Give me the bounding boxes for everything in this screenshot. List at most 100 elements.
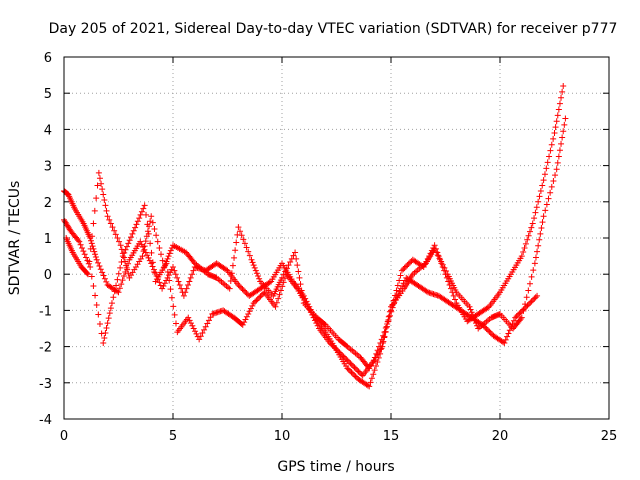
data-point xyxy=(386,312,393,319)
data-point xyxy=(239,286,246,293)
data-point xyxy=(97,266,104,273)
data-point xyxy=(541,171,548,178)
data-point xyxy=(332,345,339,352)
data-point xyxy=(389,304,396,311)
data-point xyxy=(252,298,259,305)
data-point xyxy=(133,221,140,228)
data-point xyxy=(121,249,128,256)
data-point xyxy=(253,297,260,304)
data-point xyxy=(257,293,264,300)
data-point xyxy=(297,281,304,288)
data-point xyxy=(236,283,243,290)
data-point xyxy=(329,342,336,349)
data-point xyxy=(252,267,259,274)
data-point xyxy=(313,320,320,327)
data-point xyxy=(266,279,273,286)
data-point xyxy=(166,250,173,257)
data-point xyxy=(504,333,511,340)
data-point xyxy=(377,339,384,346)
data-point xyxy=(381,329,388,336)
data-point xyxy=(147,218,154,225)
data-point xyxy=(531,295,538,302)
data-point xyxy=(149,219,156,226)
y-tick-label: 2 xyxy=(44,196,52,211)
data-point xyxy=(502,336,509,343)
data-point xyxy=(431,245,438,252)
data-point xyxy=(559,134,566,141)
data-point xyxy=(560,128,567,135)
data-point xyxy=(273,299,280,306)
data-point xyxy=(154,238,161,245)
data-point xyxy=(104,320,111,327)
x-tick-label: 25 xyxy=(601,429,618,444)
x-tick-label: 15 xyxy=(383,429,400,444)
data-point xyxy=(344,357,351,364)
data-point xyxy=(537,230,544,237)
data-point xyxy=(247,305,254,312)
data-point xyxy=(555,153,562,160)
data-point xyxy=(525,287,532,294)
x-tick-label: 0 xyxy=(60,429,68,444)
data-point xyxy=(89,233,96,240)
data-point xyxy=(231,254,238,261)
data-point xyxy=(84,270,91,277)
data-point xyxy=(544,159,551,166)
x-tick-label: 10 xyxy=(274,429,291,444)
data-point xyxy=(144,252,151,259)
data-point xyxy=(307,309,314,316)
data-point xyxy=(78,244,85,251)
y-tick-label: 0 xyxy=(44,268,52,283)
data-point xyxy=(108,300,115,307)
data-point xyxy=(525,301,532,308)
data-point xyxy=(199,330,206,337)
data-point xyxy=(531,260,538,267)
y-tick-label: 3 xyxy=(44,160,52,175)
data-point xyxy=(90,282,97,289)
data-point xyxy=(543,165,550,172)
data-point xyxy=(351,372,358,379)
data-point xyxy=(335,348,342,355)
data-point xyxy=(487,330,494,337)
data-point xyxy=(110,294,117,301)
data-point xyxy=(527,299,534,306)
data-point xyxy=(129,230,136,237)
data-point xyxy=(142,238,149,245)
data-point xyxy=(441,264,448,271)
data-point xyxy=(561,121,568,128)
data-point xyxy=(77,241,84,248)
data-point xyxy=(552,172,559,179)
data-point xyxy=(393,287,400,294)
data-point xyxy=(245,311,252,318)
data-point xyxy=(443,268,450,275)
data-point xyxy=(240,236,247,243)
data-point xyxy=(522,240,529,247)
data-point xyxy=(402,263,409,270)
data-point xyxy=(226,285,233,292)
data-point xyxy=(96,263,103,270)
data-point xyxy=(183,285,190,292)
data-point xyxy=(165,253,172,260)
data-point xyxy=(147,240,154,247)
data-point xyxy=(344,365,351,372)
data-point xyxy=(126,237,133,244)
x-tick-label: 5 xyxy=(169,429,177,444)
data-point xyxy=(202,323,209,330)
data-point xyxy=(140,205,147,212)
data-point xyxy=(186,317,193,324)
data-point xyxy=(189,322,196,329)
data-point xyxy=(272,303,279,310)
data-point xyxy=(529,220,536,227)
data-point xyxy=(373,350,380,357)
data-point xyxy=(144,221,151,228)
data-point xyxy=(371,354,378,361)
data-point xyxy=(366,383,373,390)
data-point xyxy=(356,369,363,376)
data-point xyxy=(321,320,328,327)
data-point xyxy=(128,234,135,241)
data-point xyxy=(314,322,321,329)
data-point xyxy=(295,268,302,275)
data-point xyxy=(311,317,318,324)
data-point xyxy=(530,267,537,274)
data-point xyxy=(251,264,258,271)
data-point xyxy=(148,213,155,220)
